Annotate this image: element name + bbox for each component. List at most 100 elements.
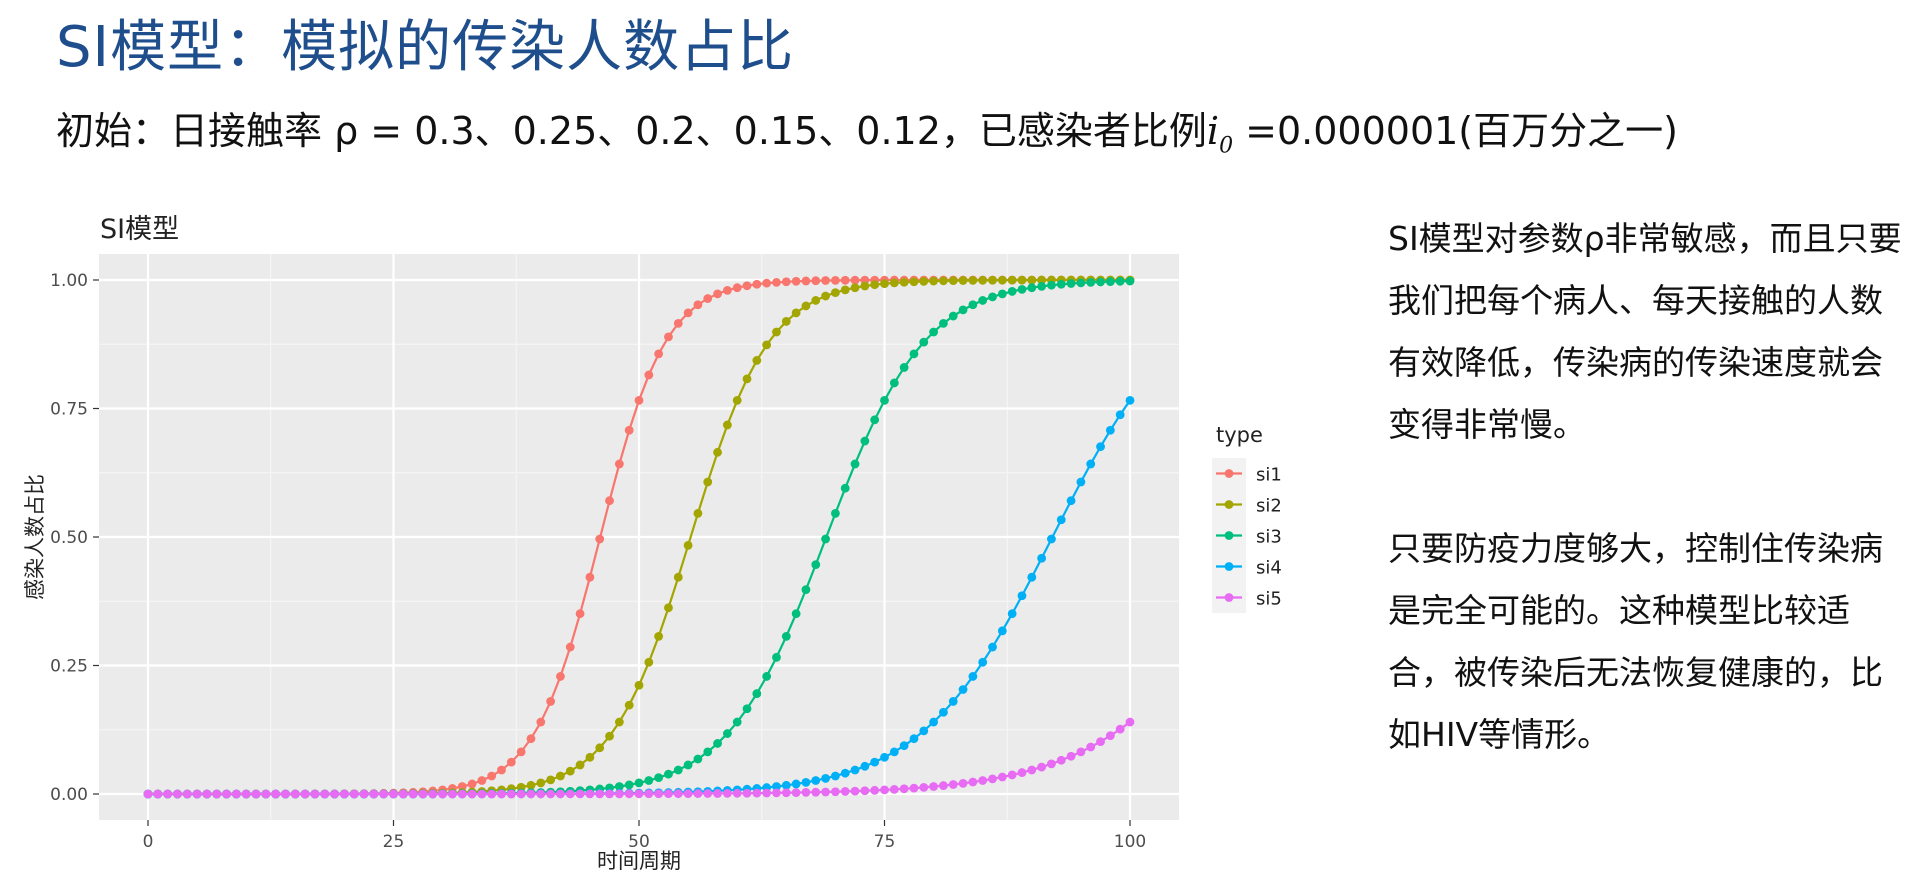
- data-point: [889, 747, 899, 757]
- data-point: [958, 778, 968, 788]
- data-point: [860, 786, 870, 796]
- data-point: [722, 788, 732, 798]
- data-point: [526, 780, 536, 790]
- data-point: [497, 765, 506, 775]
- data-point: [840, 275, 850, 285]
- data-point: [556, 789, 565, 799]
- data-point: [349, 789, 359, 799]
- legend-item-si5: si5: [1212, 582, 1282, 613]
- data-point: [546, 775, 556, 785]
- data-point: [919, 726, 929, 736]
- data-point: [948, 780, 958, 789]
- data-point: [899, 277, 909, 287]
- data-point: [487, 771, 497, 781]
- data-point: [978, 296, 988, 305]
- data-point: [1017, 284, 1027, 294]
- y-tick-label: 0.00: [50, 785, 88, 805]
- data-point: [1047, 280, 1056, 290]
- data-point: [565, 766, 575, 776]
- data-point: [958, 305, 968, 315]
- data-point: [536, 789, 546, 799]
- data-point: [958, 685, 968, 694]
- x-tick-label: 75: [874, 832, 896, 852]
- side-paragraph-1: SI模型对参数ρ非常敏感，而且只要我们把每个病人、每天接触的人数有效降低，传染病…: [1388, 219, 1902, 444]
- data-point: [624, 700, 634, 710]
- data-point: [340, 789, 349, 799]
- data-point: [546, 789, 556, 799]
- data-point: [516, 747, 526, 757]
- data-point: [546, 697, 556, 706]
- data-point: [742, 788, 752, 798]
- data-point: [163, 789, 173, 799]
- data-point: [781, 780, 791, 790]
- data-point: [909, 349, 919, 359]
- data-point: [781, 317, 791, 326]
- data-point: [801, 301, 811, 311]
- data-point: [899, 784, 909, 794]
- data-point: [939, 318, 948, 328]
- legend-item-si4: si4: [1212, 551, 1282, 582]
- data-point: [919, 782, 929, 792]
- data-point: [605, 789, 614, 799]
- data-point: [379, 789, 389, 799]
- data-point: [1096, 442, 1105, 452]
- data-point: [850, 786, 860, 796]
- data-point: [1027, 765, 1037, 775]
- data-point: [801, 777, 811, 787]
- data-point: [1096, 277, 1105, 287]
- data-point: [202, 789, 212, 799]
- data-point: [850, 459, 860, 469]
- data-point: [840, 285, 850, 295]
- data-point: [811, 276, 821, 286]
- data-point: [1076, 747, 1086, 757]
- data-point: [772, 277, 781, 287]
- legend-key-point: [1224, 593, 1234, 602]
- data-point: [840, 787, 850, 796]
- data-point: [860, 761, 870, 771]
- data-point: [467, 789, 477, 799]
- y-axis-label: 感染人数占比: [23, 474, 47, 600]
- data-point: [978, 275, 988, 285]
- legend-key-point: [1224, 562, 1234, 571]
- data-point: [988, 774, 997, 784]
- data-point: [997, 289, 1007, 299]
- data-point: [1086, 742, 1096, 752]
- data-point: [821, 291, 830, 301]
- data-point: [261, 789, 271, 799]
- data-point: [929, 782, 938, 791]
- data-point: [1027, 275, 1037, 285]
- data-point: [487, 789, 497, 799]
- data-point: [477, 789, 487, 799]
- data-point: [889, 378, 899, 388]
- subtitle: 初始：日接触率 ρ = 0.3、0.25、0.2、0.15、0.12，已感染者比…: [56, 100, 1678, 159]
- data-point: [929, 276, 938, 286]
- data-point: [929, 717, 938, 727]
- data-point: [713, 289, 722, 299]
- data-point: [703, 789, 713, 798]
- y-tick-label: 0.25: [50, 657, 88, 677]
- legend-item-si3: si3: [1212, 520, 1282, 551]
- data-point: [781, 631, 791, 641]
- legend-key-point: [1224, 469, 1234, 478]
- data-point: [939, 276, 948, 286]
- data-point: [948, 311, 958, 321]
- data-point: [614, 782, 624, 791]
- legend-key-point: [1224, 500, 1234, 509]
- data-point: [1066, 751, 1076, 761]
- data-point: [1066, 496, 1076, 506]
- data-point: [762, 340, 772, 350]
- data-point: [1056, 755, 1066, 765]
- data-point: [1007, 287, 1017, 296]
- data-point: [948, 697, 958, 706]
- data-point: [870, 415, 880, 425]
- data-point: [801, 276, 811, 286]
- data-point: [791, 788, 801, 797]
- data-point: [1105, 425, 1115, 435]
- legend-title: type: [1216, 423, 1263, 447]
- data-point: [752, 356, 762, 365]
- legend-label: si1: [1256, 465, 1282, 486]
- data-point: [801, 788, 811, 797]
- data-point: [644, 370, 654, 380]
- data-point: [516, 789, 526, 799]
- x-tick-label: 25: [383, 832, 405, 852]
